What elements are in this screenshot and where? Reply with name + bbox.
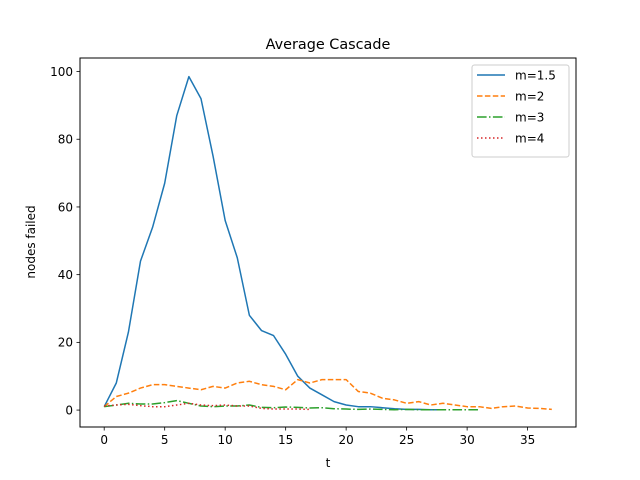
legend-label: m=4: [515, 132, 544, 146]
x-tick-label: 20: [339, 433, 354, 447]
series-line-m-2: [103, 378, 552, 411]
series-line-m-4: [104, 402, 310, 411]
y-tick-label: 60: [58, 200, 73, 214]
y-tick-label: 0: [65, 403, 73, 417]
legend: m=1.5 m=2 m=3 m=4: [471, 64, 570, 158]
y-tick-label: 100: [50, 65, 73, 79]
y-axis-ticks: 0 20 40 60 80 100: [50, 65, 80, 417]
y-tick-label: 40: [58, 268, 73, 282]
x-tick-label: 25: [399, 433, 414, 447]
x-tick-label: 35: [520, 433, 535, 447]
y-tick-label: 20: [58, 336, 73, 350]
x-axis-label: t: [326, 456, 331, 470]
x-tick-label: 10: [218, 433, 233, 447]
x-tick-label: 15: [278, 433, 293, 447]
x-axis-ticks: 0 5 10 15 20 25 30 35: [100, 427, 535, 447]
legend-label: m=1.5: [515, 69, 556, 83]
chart-title: Average Cascade: [266, 37, 391, 53]
x-tick-label: 0: [100, 433, 108, 447]
x-tick-label: 5: [161, 433, 169, 447]
plot-lines: [103, 75, 552, 411]
x-tick-label: 30: [459, 433, 474, 447]
y-axis-label: nodes failed: [24, 205, 38, 278]
series-line-m-1-5: [103, 75, 443, 411]
y-tick-label: 80: [58, 133, 73, 147]
legend-label: m=3: [515, 111, 544, 125]
axes-frame: [79, 57, 577, 428]
legend-label: m=2: [515, 90, 544, 104]
legend-box: [471, 64, 570, 158]
